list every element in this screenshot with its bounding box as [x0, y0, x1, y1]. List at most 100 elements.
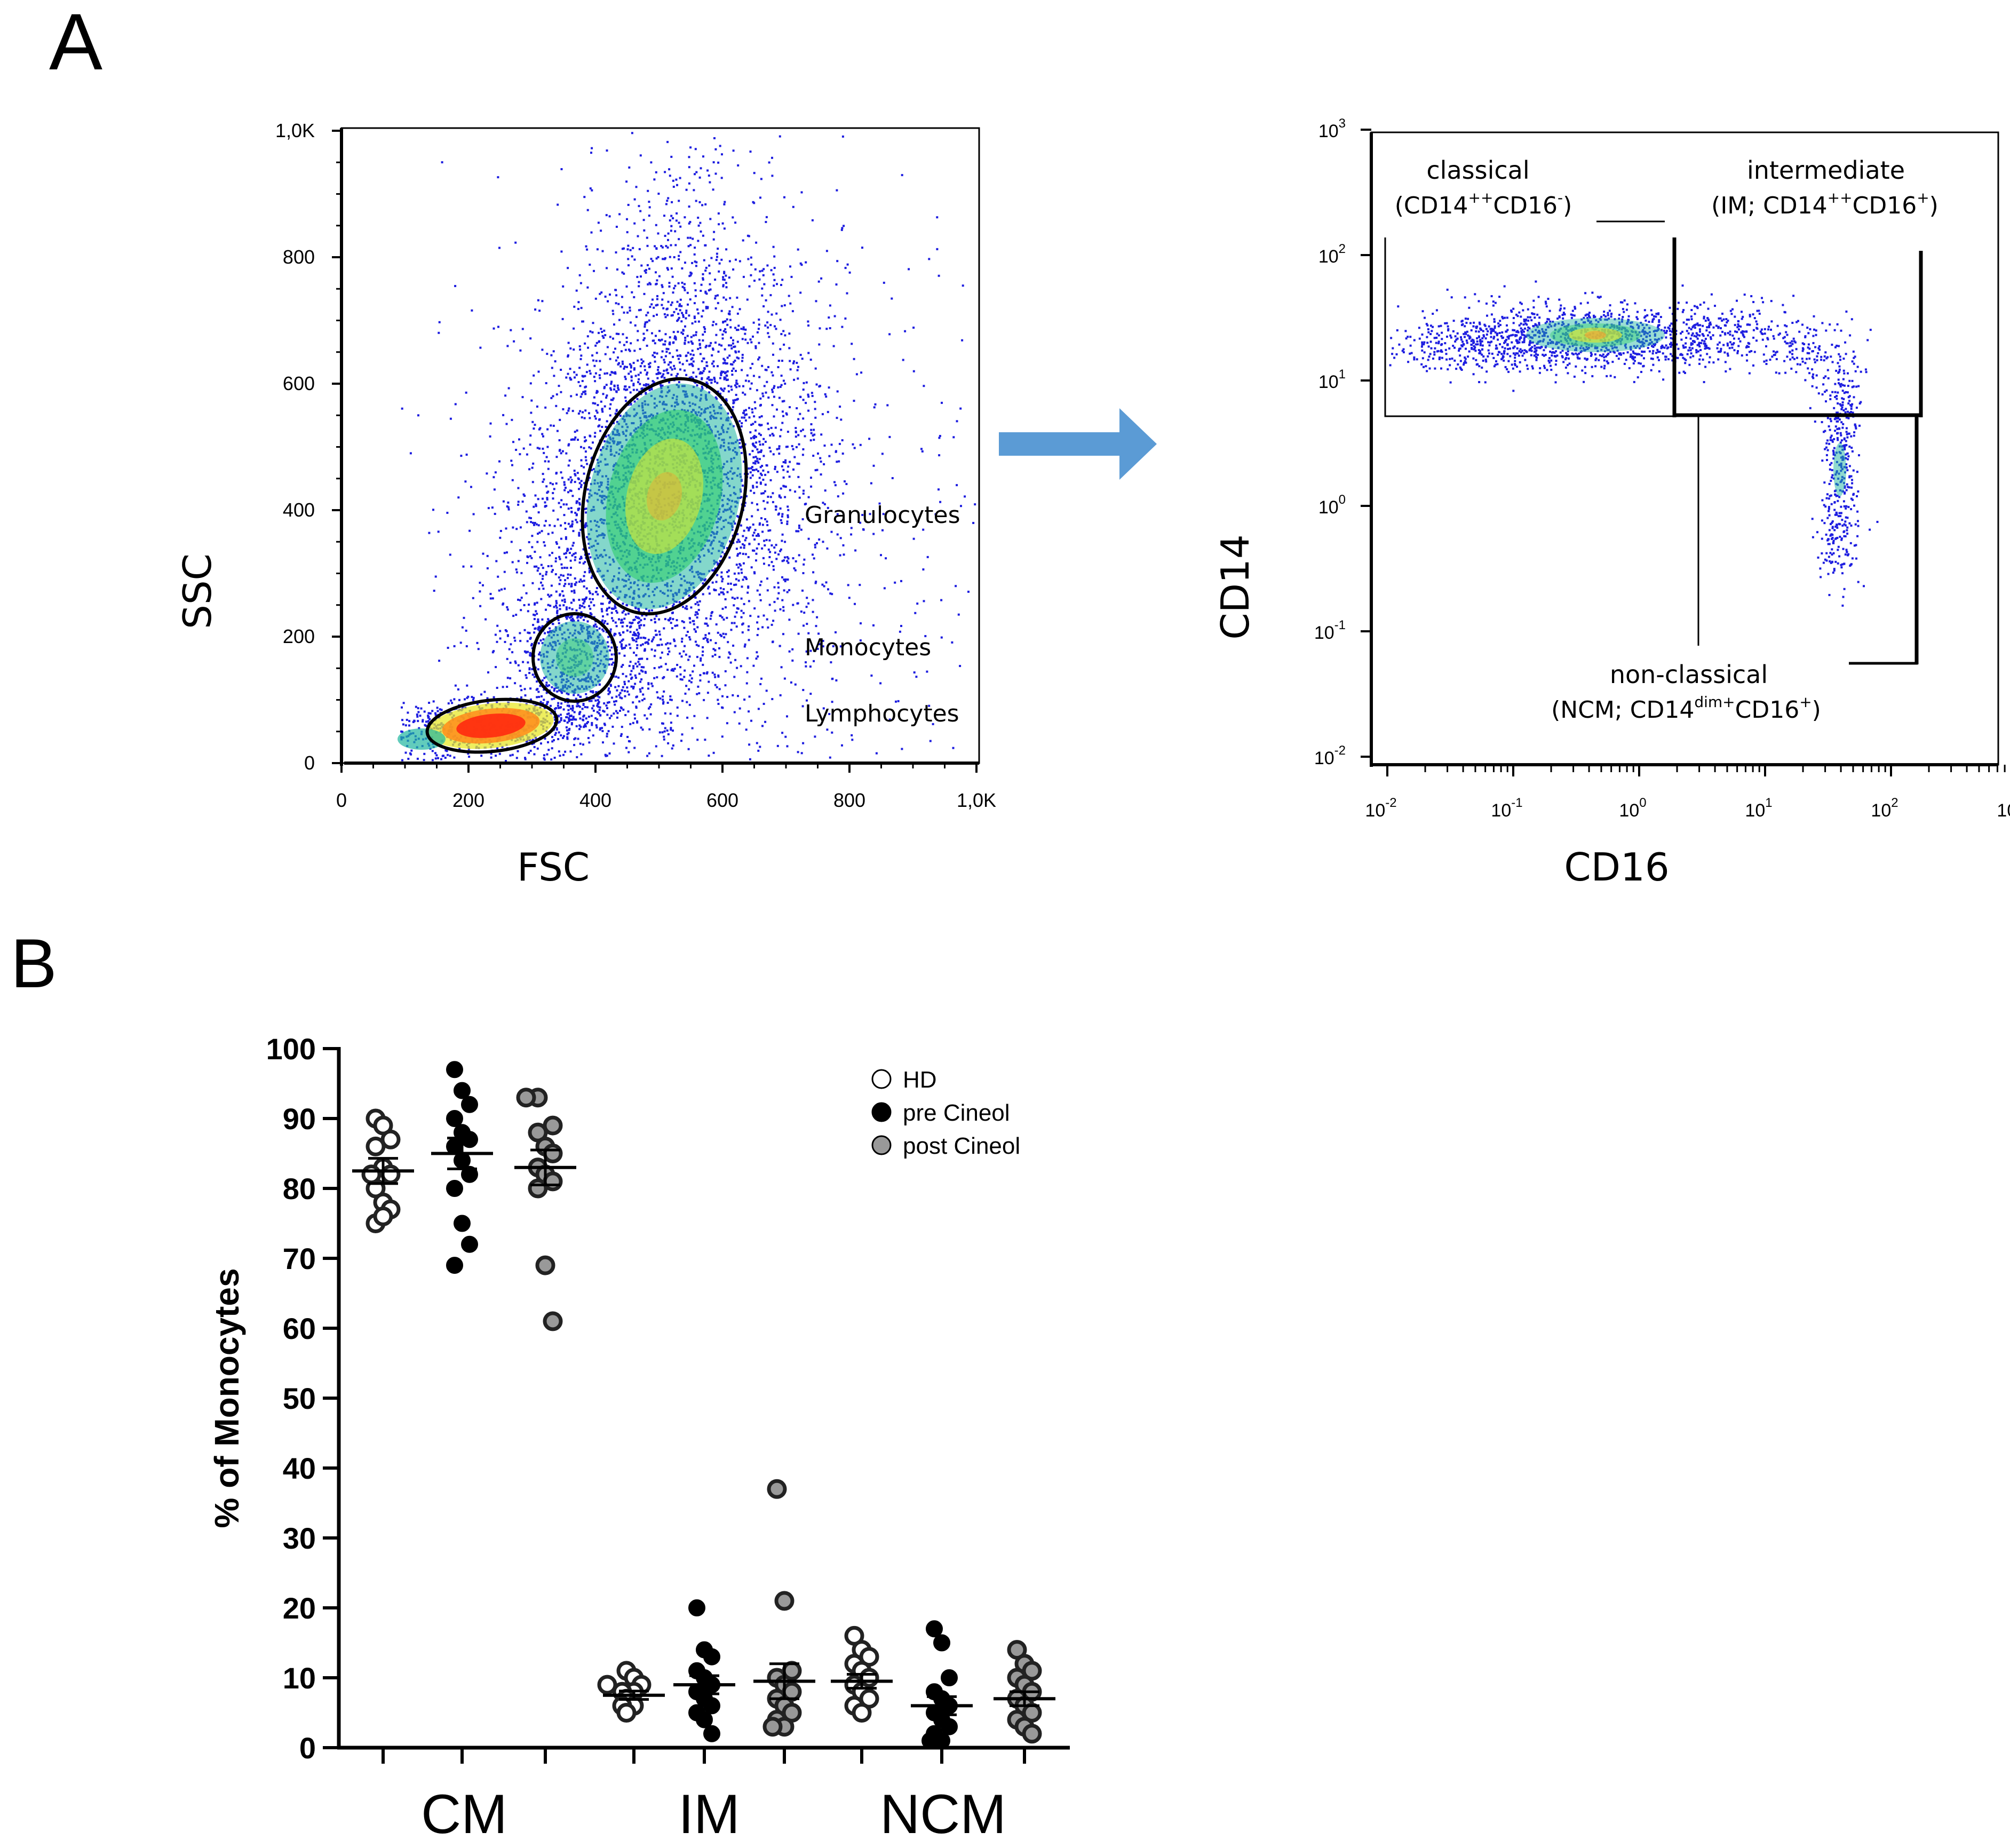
event-dot	[583, 417, 586, 419]
event-dot	[536, 569, 539, 572]
event-dot	[833, 481, 836, 483]
event-dot	[721, 388, 724, 391]
event-dot	[521, 501, 524, 503]
event-dot	[809, 693, 812, 695]
event-dot	[780, 333, 783, 335]
event-dot	[529, 382, 532, 385]
event-dot	[531, 521, 534, 524]
event-dot	[697, 368, 700, 370]
event-dot	[615, 391, 618, 393]
event-dot	[543, 541, 545, 544]
event-dot	[708, 680, 710, 683]
event-dot	[664, 333, 667, 336]
event-dot	[714, 380, 716, 383]
event-dot	[666, 307, 669, 310]
event-dot	[749, 615, 752, 617]
event-dot	[573, 711, 576, 713]
event-dot	[670, 215, 673, 217]
event-dot	[649, 705, 652, 708]
event-dot	[437, 757, 439, 759]
event-dot	[778, 447, 781, 450]
event-dot	[753, 549, 756, 552]
event-dot	[676, 624, 679, 627]
event-dot	[531, 535, 534, 537]
event-dot	[633, 222, 636, 225]
event-dot	[812, 599, 814, 601]
event-dot	[568, 727, 571, 730]
event-dot	[621, 726, 623, 728]
event-dot	[528, 751, 530, 754]
event-dot	[558, 750, 560, 753]
event-dot	[655, 224, 657, 226]
event-dot	[525, 677, 528, 679]
event-dot	[608, 663, 610, 666]
event-dot	[674, 338, 677, 340]
event-dot	[729, 319, 732, 321]
event-dot	[655, 271, 657, 274]
event-dot	[489, 597, 492, 600]
event-dot	[686, 360, 688, 362]
event-dot	[694, 295, 697, 297]
event-dot	[557, 518, 559, 521]
event-dot	[626, 366, 628, 368]
event-dot	[534, 494, 537, 497]
event-dot	[758, 458, 761, 461]
event-dot	[601, 426, 603, 428]
event-dot	[512, 615, 515, 617]
event-dot	[779, 319, 782, 321]
event-dot	[606, 623, 609, 625]
event-dot	[722, 285, 725, 288]
event-dot	[773, 415, 775, 418]
event-dot	[720, 571, 723, 574]
event-dot	[630, 375, 633, 378]
event-dot	[531, 582, 534, 584]
event-dot	[568, 443, 570, 446]
event-dot	[536, 405, 538, 408]
event-dot	[710, 342, 712, 344]
event-dot	[677, 313, 680, 315]
event-dot	[562, 594, 565, 597]
event-dot	[715, 623, 718, 626]
event-dot	[639, 348, 641, 350]
event-dot	[539, 701, 542, 703]
event-dot	[618, 694, 621, 696]
event-dot	[642, 219, 645, 221]
event-dot	[605, 396, 608, 399]
event-dot	[560, 250, 563, 253]
event-dot	[829, 592, 832, 595]
event-dot	[555, 600, 558, 602]
event-dot	[619, 706, 622, 709]
event-dot	[575, 718, 577, 721]
event-dot	[754, 462, 757, 465]
event-dot	[562, 604, 565, 607]
event-dot	[408, 720, 411, 723]
event-dot	[526, 555, 529, 558]
event-dot	[571, 617, 574, 620]
event-dot	[539, 556, 542, 559]
event-dot	[807, 352, 810, 354]
event-dot	[618, 319, 621, 321]
event-dot	[614, 607, 617, 609]
event-dot	[579, 711, 582, 713]
event-dot	[625, 747, 627, 749]
event-dot	[695, 261, 698, 264]
event-dot	[596, 248, 599, 251]
event-dot	[468, 529, 471, 532]
event-dot	[640, 669, 642, 672]
event-dot	[760, 415, 763, 418]
event-dot	[533, 505, 535, 508]
event-dot	[550, 424, 552, 427]
event-dot	[575, 502, 578, 504]
event-dot	[752, 375, 755, 377]
event-dot	[716, 398, 718, 400]
event-dot	[920, 448, 923, 450]
event-dot	[825, 250, 828, 252]
event-dot	[814, 408, 816, 410]
event-dot	[711, 378, 713, 381]
event-dot	[536, 447, 539, 449]
event-dot	[781, 513, 784, 515]
event-dot	[704, 578, 706, 581]
event-dot	[598, 418, 601, 421]
event-dot	[554, 718, 557, 721]
event-dot	[746, 591, 749, 594]
